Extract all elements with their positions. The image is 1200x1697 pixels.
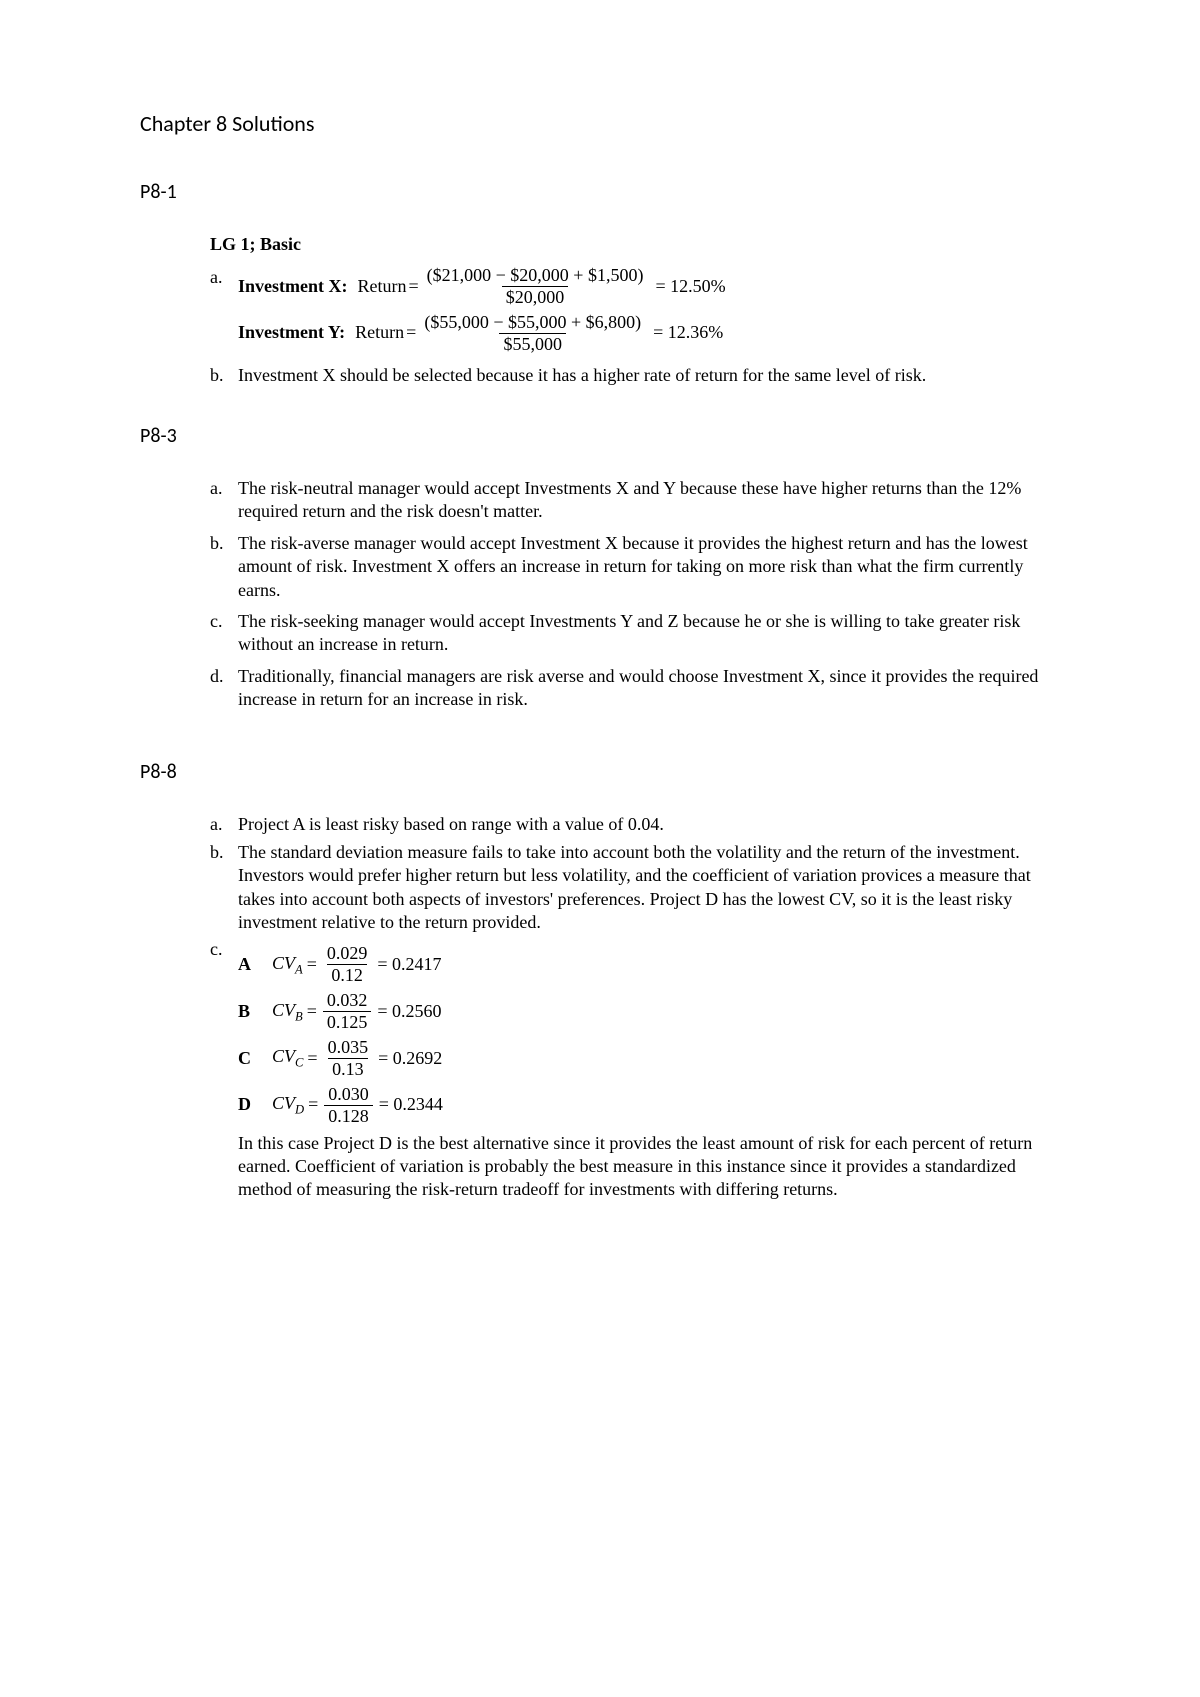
cv-letter: B — [238, 1000, 272, 1023]
p8-8-conclusion: In this case Project D is the best alter… — [238, 1132, 1060, 1202]
inv-y-label: Investment Y: — [238, 321, 345, 344]
cv-subscript: A — [295, 962, 303, 976]
cv-subscript: C — [295, 1056, 303, 1070]
equals-sign: = — [307, 1000, 317, 1023]
p8-8-item-c: c. A CVA = 0.029 0.12 = 0.2417 B — [210, 938, 1060, 1201]
p8-8-item-a: a. Project A is least risky based on ran… — [210, 813, 1060, 836]
p8-3-item-c: c. The risk-seeking manager would accept… — [210, 610, 1060, 657]
item-body: Investment X should be selected because … — [238, 364, 1060, 387]
item-body: The risk-averse manager would accept Inv… — [238, 532, 1060, 602]
item-body: The risk-neutral manager would accept In… — [238, 477, 1060, 524]
item-body: The risk-seeking manager would accept In… — [238, 610, 1060, 657]
return-word: Return — [355, 321, 404, 344]
cv-row-a: A CVA = 0.029 0.12 = 0.2417 — [238, 944, 1060, 985]
cv-letter: C — [238, 1047, 272, 1070]
item-letter: c. — [210, 610, 238, 633]
fraction-denominator: 0.12 — [327, 964, 367, 985]
inv-y-fraction: ($55,000 − $55,000 + $6,800) $55,000 — [420, 313, 645, 354]
item-body: Project A is least risky based on range … — [238, 813, 1060, 836]
item-letter: b. — [210, 532, 238, 555]
cv-fraction: 0.029 0.12 — [323, 944, 372, 985]
cv-fraction: 0.035 0.13 — [324, 1038, 373, 1079]
cv-row-c: C CVC = 0.035 0.13 = 0.2692 — [238, 1038, 1060, 1079]
investment-x-line: Investment X: Return = ($21,000 − $20,00… — [238, 266, 1060, 307]
fraction-numerator: ($21,000 − $20,000 + $1,500) — [423, 266, 648, 286]
equals-sign: = — [307, 953, 317, 976]
document-title: Chapter 8 Solutions — [140, 110, 1060, 139]
cv-result: = 0.2560 — [377, 1000, 441, 1023]
cv-result: = 0.2692 — [378, 1047, 442, 1070]
cv-result: = 0.2344 — [379, 1093, 443, 1116]
cv-fraction: 0.032 0.125 — [323, 991, 372, 1032]
equals-sign: = — [409, 275, 419, 298]
page: Chapter 8 Solutions P8-1 LG 1; Basic a. … — [0, 0, 1200, 1697]
fraction-denominator: 0.128 — [324, 1105, 373, 1126]
p8-3-item-b: b. The risk-averse manager would accept … — [210, 532, 1060, 602]
cv-symbol: CV — [272, 1000, 295, 1020]
problem-label-p8-8: P8-8 — [140, 759, 1060, 785]
item-letter: b. — [210, 841, 238, 864]
cv-symbol: CV — [272, 953, 295, 973]
p8-1-item-a: a. Investment X: Return = ($21,000 − $20… — [210, 266, 1060, 360]
item-letter: c. — [210, 938, 238, 961]
fraction-denominator: 0.13 — [328, 1058, 368, 1079]
item-body: A CVA = 0.029 0.12 = 0.2417 B CVB — [238, 938, 1060, 1201]
equals-sign: = — [308, 1093, 318, 1116]
fraction-denominator: $55,000 — [499, 333, 566, 354]
item-letter: a. — [210, 813, 238, 836]
item-letter: b. — [210, 364, 238, 387]
inv-x-label: Investment X: — [238, 275, 348, 298]
cv-row-d: D CVD = 0.030 0.128 = 0.2344 — [238, 1085, 1060, 1126]
fraction-numerator: 0.035 — [324, 1038, 373, 1058]
fraction-denominator: $20,000 — [502, 286, 569, 307]
item-letter: d. — [210, 665, 238, 688]
p8-1-item-b: b. Investment X should be selected becau… — [210, 364, 1060, 387]
cv-row-b: B CVB = 0.032 0.125 = 0.2560 — [238, 991, 1060, 1032]
cv-subscript: B — [295, 1009, 303, 1023]
p8-3-item-a: a. The risk-neutral manager would accept… — [210, 477, 1060, 524]
problem-label-p8-1: P8-1 — [140, 179, 1060, 205]
inv-y-result: = 12.36% — [653, 321, 723, 344]
item-letter: a. — [210, 477, 238, 500]
cv-letter: D — [238, 1093, 272, 1116]
cv-result: = 0.2417 — [377, 953, 441, 976]
cv-subscript: D — [295, 1103, 304, 1117]
fraction-numerator: 0.029 — [323, 944, 372, 964]
return-word: Return — [358, 275, 407, 298]
cv-symbol: CV — [272, 1093, 295, 1113]
inv-x-fraction: ($21,000 − $20,000 + $1,500) $20,000 — [423, 266, 648, 307]
fraction-denominator: 0.125 — [323, 1011, 372, 1032]
p8-1-block: LG 1; Basic a. Investment X: Return = ($… — [210, 233, 1060, 387]
fraction-numerator: ($55,000 − $55,000 + $6,800) — [420, 313, 645, 333]
fraction-numerator: 0.032 — [323, 991, 372, 1011]
p8-3-item-d: d. Traditionally, financial managers are… — [210, 665, 1060, 712]
equals-sign: = — [406, 321, 416, 344]
item-body: Investment X: Return = ($21,000 − $20,00… — [238, 266, 1060, 360]
cv-letter: A — [238, 953, 272, 976]
cv-fraction: 0.030 0.128 — [324, 1085, 373, 1126]
item-body: Traditionally, financial managers are ri… — [238, 665, 1060, 712]
p8-8-item-b: b. The standard deviation measure fails … — [210, 841, 1060, 935]
item-body: The standard deviation measure fails to … — [238, 841, 1060, 935]
p8-3-block: a. The risk-neutral manager would accept… — [210, 477, 1060, 712]
inv-x-result: = 12.50% — [655, 275, 725, 298]
item-letter: a. — [210, 266, 238, 289]
lg-heading: LG 1; Basic — [210, 233, 1060, 256]
cv-symbol: CV — [272, 1046, 295, 1066]
equals-sign: = — [307, 1047, 317, 1070]
investment-y-line: Investment Y: Return = ($55,000 − $55,00… — [238, 313, 1060, 354]
fraction-numerator: 0.030 — [324, 1085, 373, 1105]
problem-label-p8-3: P8-3 — [140, 423, 1060, 449]
p8-8-block: a. Project A is least risky based on ran… — [210, 813, 1060, 1201]
